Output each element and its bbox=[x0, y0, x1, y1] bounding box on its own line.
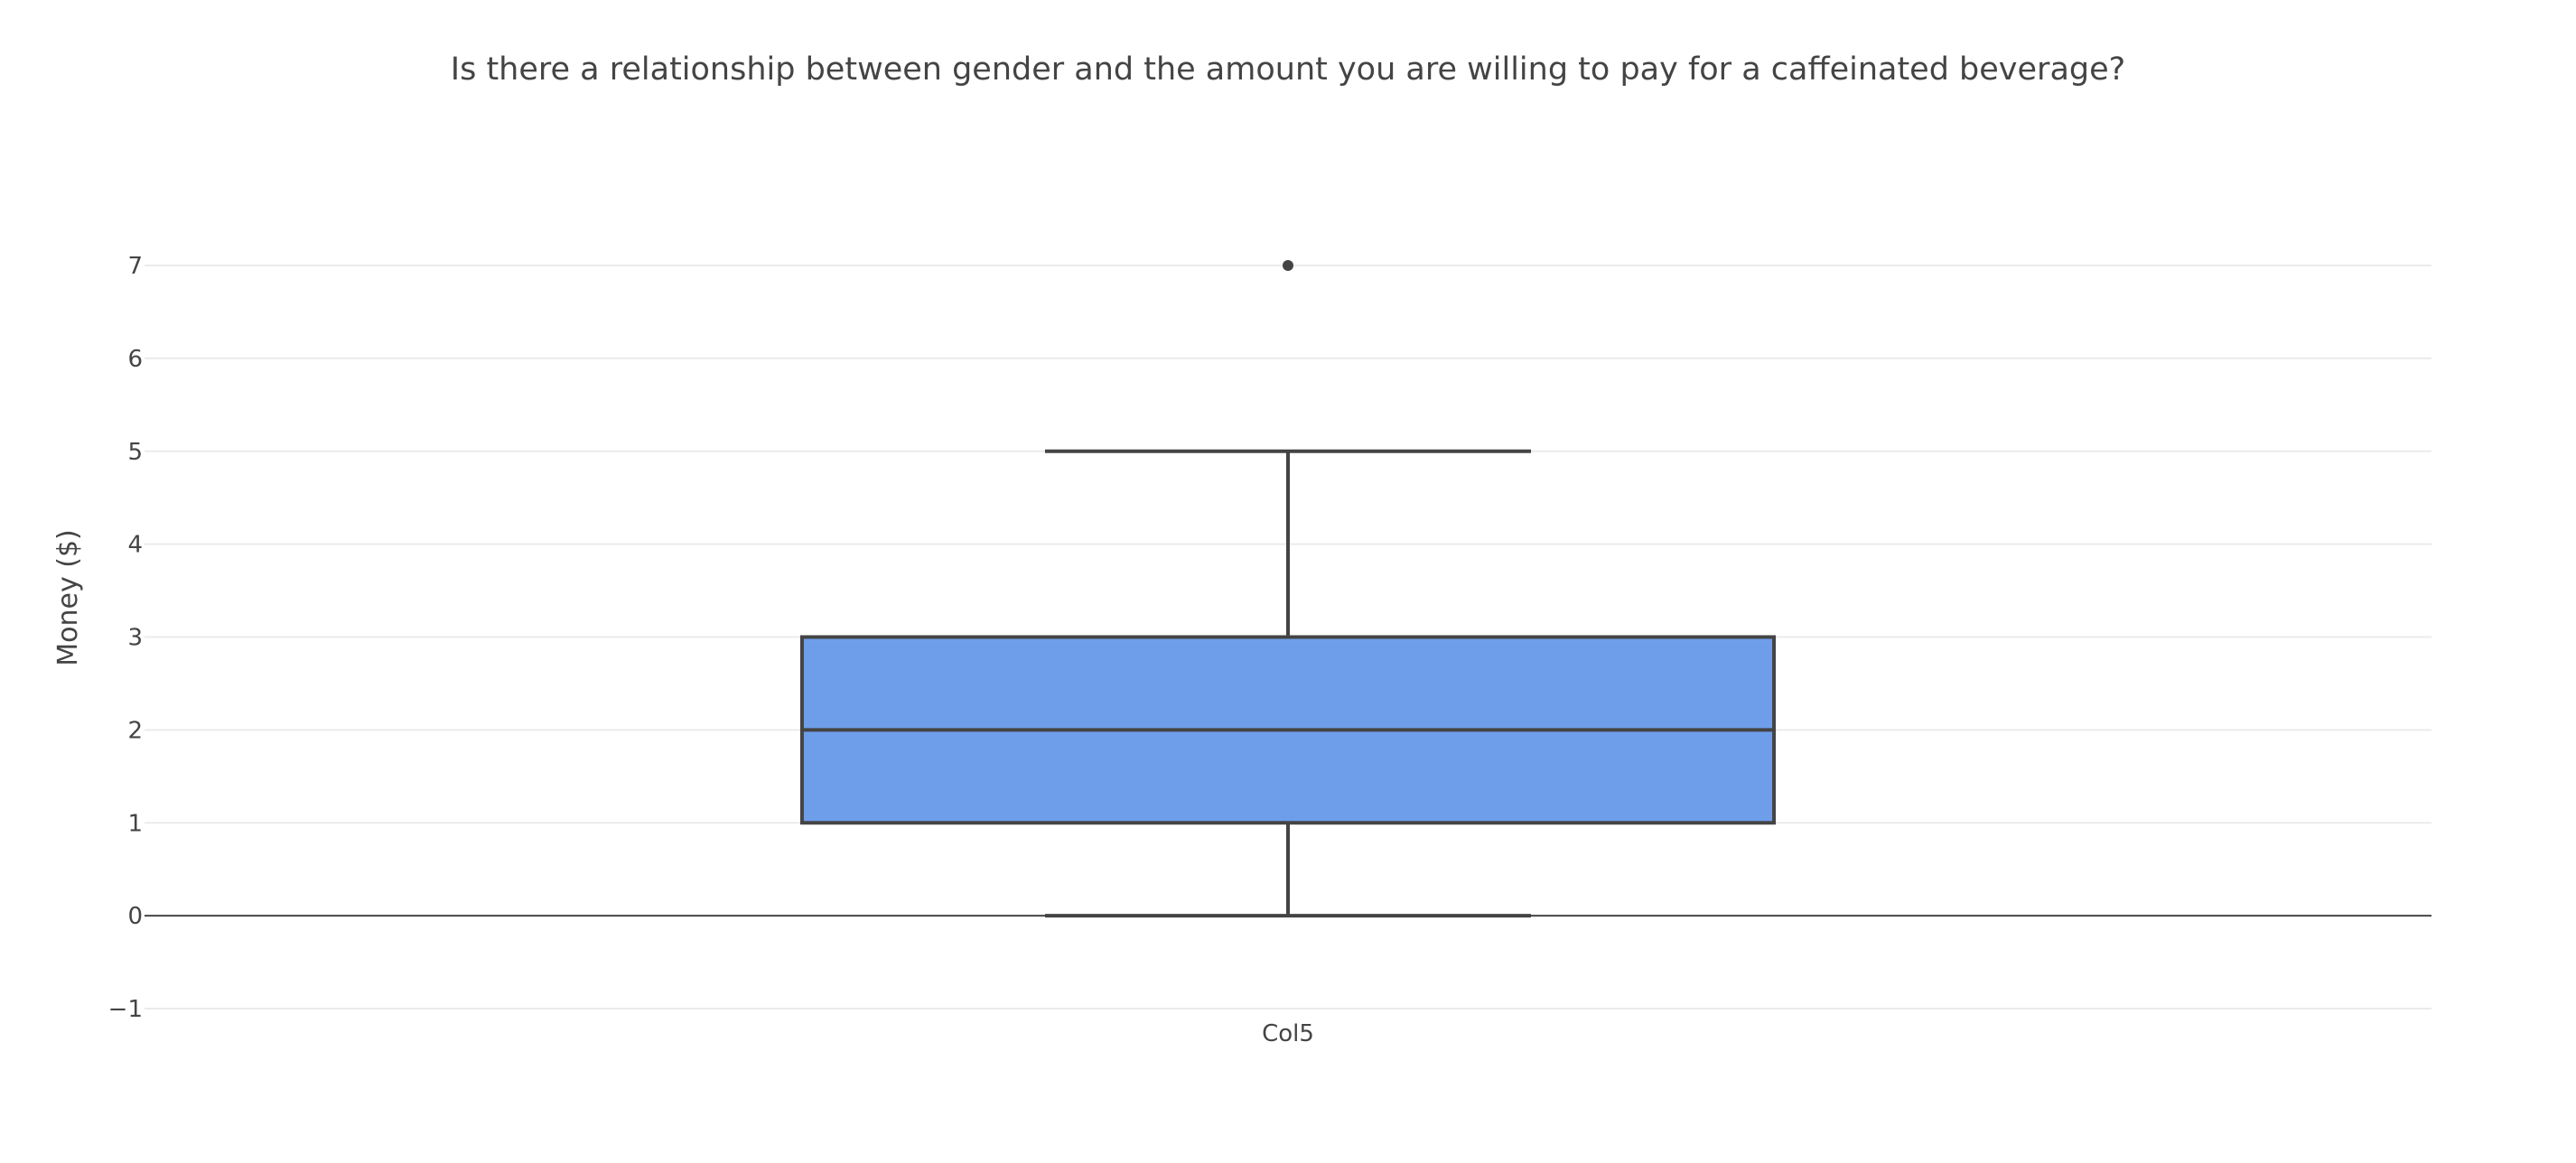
y-tick-label: 7 bbox=[127, 253, 143, 280]
y-axis-title: Money ($) bbox=[52, 529, 84, 666]
y-tick-label: 4 bbox=[127, 532, 143, 559]
box-traces bbox=[799, 260, 1777, 918]
outlier-point bbox=[1283, 260, 1293, 271]
y-tick-label: 1 bbox=[127, 810, 143, 837]
x-tick-label: Col5 bbox=[1262, 1020, 1314, 1047]
y-tick-label: 0 bbox=[127, 903, 143, 930]
y-tick-label: 5 bbox=[127, 439, 143, 466]
axes: −1 0 1 2 3 4 5 6 7 Col5 bbox=[108, 253, 1314, 1047]
y-tick-label: 3 bbox=[127, 625, 143, 652]
chart-title: Is there a relationship between gender a… bbox=[451, 51, 2125, 88]
y-tick-label: −1 bbox=[108, 996, 143, 1023]
y-tick-label: 6 bbox=[127, 346, 143, 373]
y-tick-label: 2 bbox=[127, 717, 143, 744]
